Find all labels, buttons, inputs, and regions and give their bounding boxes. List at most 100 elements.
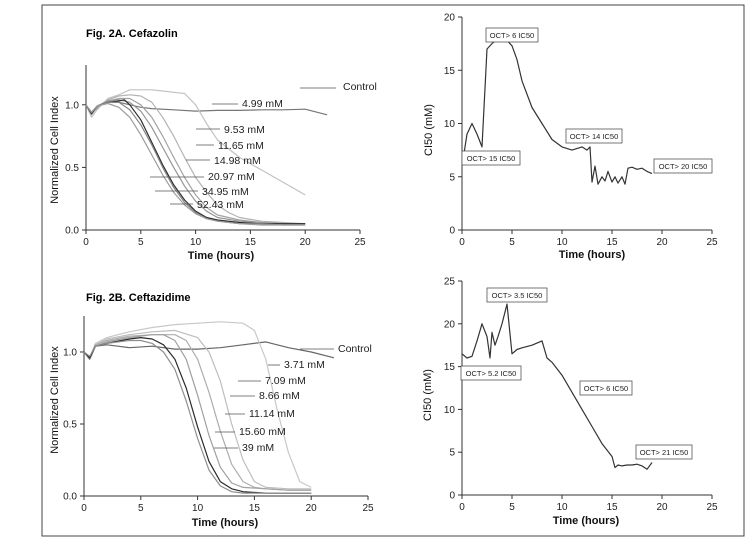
x-axis-label: Time (hours) [192,517,259,529]
annotation-box [579,380,633,396]
series-line [85,99,306,225]
series-line [85,102,306,226]
x-tick-label: 10 [192,503,204,514]
x-tick-label: 25 [706,237,718,248]
x-tick-label: 0 [81,503,87,514]
panel-cefazolin: Fig. 2A. Cefazolin 0 5 10 15 20 25 0.0 0.5 1.0 C… [49,28,377,262]
y-tick-label: 10 [444,119,456,130]
x-tick-label: 15 [245,237,257,248]
x-tick-label: 15 [249,503,261,514]
concentration-label: 39 mM [242,442,274,454]
y-tick-label: 0.0 [63,492,77,503]
concentration-label: 11.65 mM [218,140,264,152]
concentration-label: 52.43 mM [197,199,244,211]
figure-frame [41,4,745,537]
annotation-box [460,365,522,381]
series-line [85,99,306,225]
series-line [83,329,312,490]
y-tick-label: 15 [444,66,456,77]
axes [83,316,368,497]
series-line [85,94,306,225]
y-tick-label: 10 [444,405,456,416]
x-tick-label: 5 [138,503,144,514]
series-line [85,101,306,226]
x-tick-label: 5 [509,502,515,513]
annotation-label: OCT> 20 IC50 [659,162,708,171]
annotation-label: OCT> 15 IC50 [467,154,516,163]
y-tick-label: 5 [449,448,455,459]
concentration-label: 20.97 mM [208,171,255,183]
x-tick-label: 10 [556,237,568,248]
annotation-box [485,27,539,43]
axes [461,281,712,496]
annotation-box [635,444,693,460]
concentration-label: 14.98 mM [214,155,261,167]
y-tick-label: 1.0 [65,100,79,111]
x-tick-label: 20 [306,503,318,514]
series-line [83,339,312,494]
x-tick-label: 25 [354,237,366,248]
annotation-label: OCT> 3.5 IC50 [492,291,543,300]
annotation-label: OCT> 21 IC50 [640,448,689,457]
y-tick-label: 5 [449,172,455,183]
x-axis-label: Time (hours) [188,250,255,262]
x-tick-label: 20 [656,237,668,248]
x-axis-label: Time (hours) [553,515,620,527]
series-line [461,303,653,470]
y-axis-label: CI50 (mM) [422,369,434,421]
y-tick-label: 20 [444,13,456,24]
concentration-label: 8.66 mM [259,390,300,402]
concentration-label: 3.71 mM [284,359,325,371]
y-tick-label: 0 [449,491,455,502]
annotation-box [565,128,623,144]
y-axis-label: CI50 (mM) [423,104,435,156]
x-tick-label: 15 [606,237,618,248]
x-tick-label: 10 [190,237,202,248]
annotation-label: OCT> 6 IC50 [490,31,534,40]
annotation-label: OCT> 6 IC50 [584,384,628,393]
concentration-label: 15.60 mM [239,426,286,438]
concentration-label: Control [343,81,377,93]
annotation-box [653,158,713,174]
concentration-label: 11.14 mM [249,408,295,420]
y-tick-label: 1.0 [63,348,77,359]
y-tick-label: 20 [444,319,456,330]
concentration-label: 9.53 mM [224,124,265,136]
series-line [85,97,306,225]
x-tick-label: 25 [706,502,718,513]
series-line [83,321,312,488]
y-tick-label: 0 [449,226,455,237]
x-tick-label: 20 [300,237,312,248]
y-tick-label: 0.5 [63,420,77,431]
panel-title: Fig. 2A. Cefazolin [86,28,178,40]
panel-cefazolin-ic50: 0 5 10 15 20 25 0 5 10 15 20 OCT> 6 IC50 OCT> 15 IC… [423,13,718,262]
x-tick-label: 10 [556,502,568,513]
panel-ceftazidime: Fig. 2B. Ceftazidime 0 5 10 15 20 25 0.0 0.5 1.0… [49,292,374,529]
x-tick-label: 5 [138,237,144,248]
concentration-label: 34.95 mM [202,186,249,198]
x-tick-label: 20 [656,502,668,513]
axes [85,65,360,231]
x-axis-label: Time (hours) [559,249,626,261]
panel-title: Fig. 2B. Ceftazidime [86,292,191,304]
x-tick-label: 0 [459,502,465,513]
y-axis-label: Normalized Cell Index [49,346,61,454]
x-tick-label: 0 [459,237,465,248]
annotation-box [486,287,548,303]
y-tick-label: 25 [444,277,456,288]
panel-ceftazidime-ic50: 0 5 10 15 20 25 0 5 10 15 20 25 OCT> 3.5 IC50 OCT> 5… [422,277,718,528]
x-tick-label: 5 [509,237,515,248]
y-tick-label: 0.5 [65,163,79,174]
y-axis-label: Normalized Cell Index [49,96,61,204]
concentration-label: 4.99 mM [242,98,283,110]
annotation-label: OCT> 5.2 IC50 [466,369,517,378]
y-tick-label: 15 [444,362,456,373]
series-line [463,37,653,185]
x-tick-label: 25 [362,503,374,514]
x-tick-label: 0 [83,237,89,248]
x-tick-label: 15 [606,502,618,513]
axes [461,17,712,231]
concentration-label: 7.09 mM [265,375,306,387]
